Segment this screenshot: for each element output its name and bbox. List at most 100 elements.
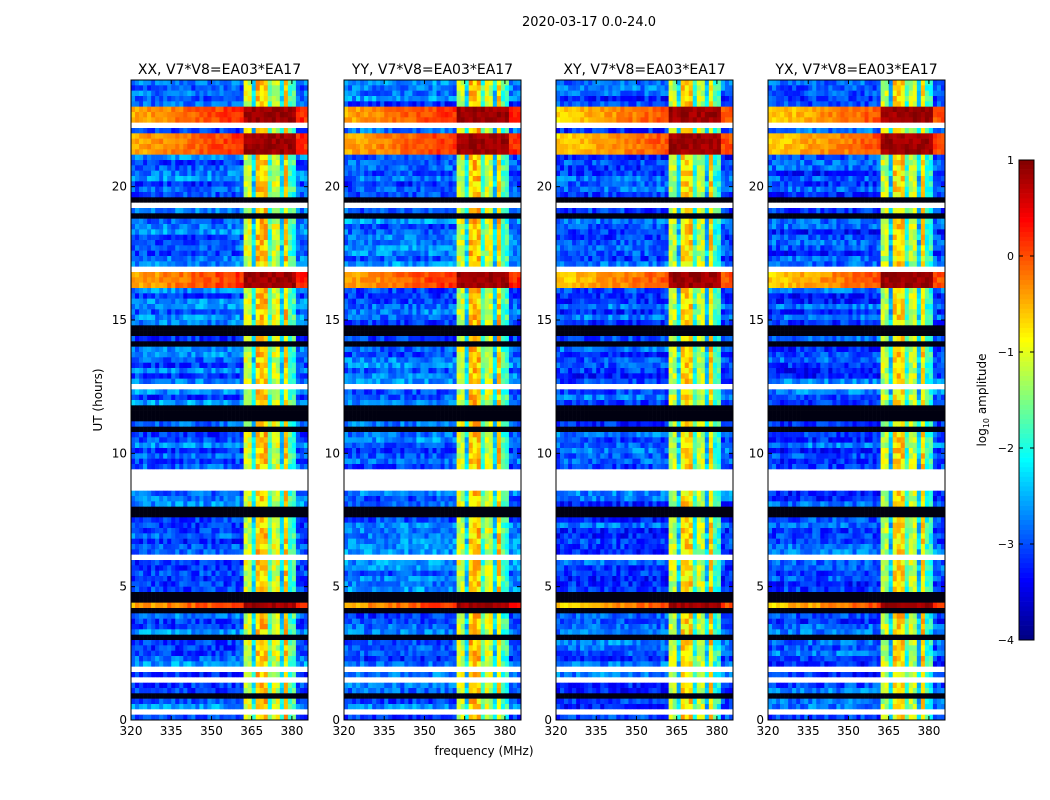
heatmap-cell <box>171 501 176 507</box>
heatmap-cell <box>247 570 252 577</box>
heatmap-cell <box>171 154 176 161</box>
heatmap-cell <box>215 202 220 209</box>
heatmap-cell <box>267 496 273 502</box>
heatmap-cell <box>239 101 244 107</box>
heatmap-cell <box>167 650 172 657</box>
heatmap-cell <box>287 181 293 187</box>
heatmap-cell <box>235 437 240 443</box>
heatmap-cell <box>271 565 277 571</box>
heatmap-cell <box>143 309 148 315</box>
heatmap-cell <box>275 96 281 102</box>
heatmap-cell <box>287 533 293 539</box>
heatmap-cell <box>287 618 293 625</box>
heatmap-cell <box>251 421 256 427</box>
heatmap-cell <box>215 394 220 401</box>
heatmap-cell <box>211 506 216 513</box>
heatmap-cell <box>239 138 244 145</box>
heatmap-cell <box>191 453 196 459</box>
heatmap-cell <box>199 666 204 673</box>
heatmap-cell <box>271 373 277 379</box>
heatmap-cell <box>227 96 232 102</box>
heatmap-cell <box>219 554 224 561</box>
heatmap-cell <box>231 202 236 209</box>
heatmap-cell <box>251 544 256 550</box>
heatmap-cell <box>155 192 160 198</box>
heatmap-cell <box>159 96 164 102</box>
heatmap-cell <box>131 405 136 411</box>
heatmap-cell <box>191 352 196 358</box>
heatmap-cell <box>199 186 204 193</box>
heatmap-cell <box>175 400 180 406</box>
heatmap-cell <box>263 437 269 443</box>
heatmap-cell <box>227 325 232 331</box>
heatmap-cell <box>251 677 256 683</box>
heatmap-cell <box>295 165 301 171</box>
heatmap-cell <box>131 160 136 166</box>
heatmap-cell <box>303 325 309 331</box>
heatmap-cell <box>175 309 180 315</box>
heatmap-cell <box>151 490 156 497</box>
heatmap-cell <box>227 549 232 555</box>
heatmap-cell <box>251 170 256 177</box>
heatmap-cell <box>219 378 224 385</box>
heatmap-cell <box>219 442 224 449</box>
heatmap-cell <box>295 224 301 230</box>
heatmap-cell <box>171 682 176 689</box>
heatmap-cell <box>131 96 136 102</box>
heatmap-cell <box>223 309 228 315</box>
heatmap-cell <box>147 325 152 331</box>
heatmap-cell <box>207 592 212 598</box>
heatmap-cell <box>271 149 277 155</box>
heatmap-cell <box>219 373 224 379</box>
heatmap-cell <box>187 442 192 449</box>
heatmap-cell <box>247 373 252 379</box>
heatmap-cell <box>183 421 188 427</box>
heatmap-cell <box>163 250 168 257</box>
heatmap-cell <box>179 496 184 502</box>
heatmap-cell <box>179 202 184 209</box>
heatmap-cell <box>131 608 136 614</box>
heatmap-cell <box>247 645 252 651</box>
heatmap-cell <box>167 213 172 219</box>
heatmap-cell <box>211 602 216 609</box>
heatmap-cell <box>259 672 265 678</box>
heatmap-cell <box>143 448 148 454</box>
heatmap-cell <box>191 192 196 198</box>
heatmap-cell <box>291 560 297 566</box>
heatmap-cell <box>215 682 220 689</box>
heatmap-cell <box>255 256 261 262</box>
heatmap-cell <box>275 357 281 363</box>
heatmap-cell <box>207 149 212 155</box>
heatmap-cell <box>247 192 252 198</box>
heatmap-cell <box>135 266 140 273</box>
heatmap-cell <box>263 245 269 251</box>
heatmap-cell <box>203 314 208 321</box>
heatmap-cell <box>179 650 184 657</box>
heatmap-cell <box>235 165 240 171</box>
heatmap-cell <box>291 426 297 433</box>
heatmap-cell <box>179 570 184 577</box>
heatmap-cell <box>167 565 172 571</box>
heatmap-cell <box>223 90 228 97</box>
heatmap-cell <box>171 442 176 449</box>
heatmap-cell <box>251 650 256 657</box>
heatmap-cell <box>179 352 184 358</box>
heatmap-cell <box>287 298 293 305</box>
heatmap-cell <box>235 501 240 507</box>
heatmap-cell <box>275 293 281 299</box>
heatmap-cell <box>195 122 200 129</box>
heatmap-cell <box>203 224 208 230</box>
heatmap-cell <box>135 410 140 417</box>
heatmap-cell <box>227 277 232 283</box>
heatmap-cell <box>191 208 196 214</box>
heatmap-cell <box>263 480 269 486</box>
heatmap-cell <box>199 629 204 635</box>
heatmap-cell <box>159 234 164 241</box>
heatmap-cell <box>183 480 188 486</box>
heatmap-cell <box>271 245 277 251</box>
heatmap-cell <box>251 304 256 310</box>
heatmap-cell <box>243 576 248 582</box>
heatmap-cell <box>271 357 277 363</box>
heatmap-cell <box>211 154 216 161</box>
heatmap-cell <box>223 250 228 257</box>
